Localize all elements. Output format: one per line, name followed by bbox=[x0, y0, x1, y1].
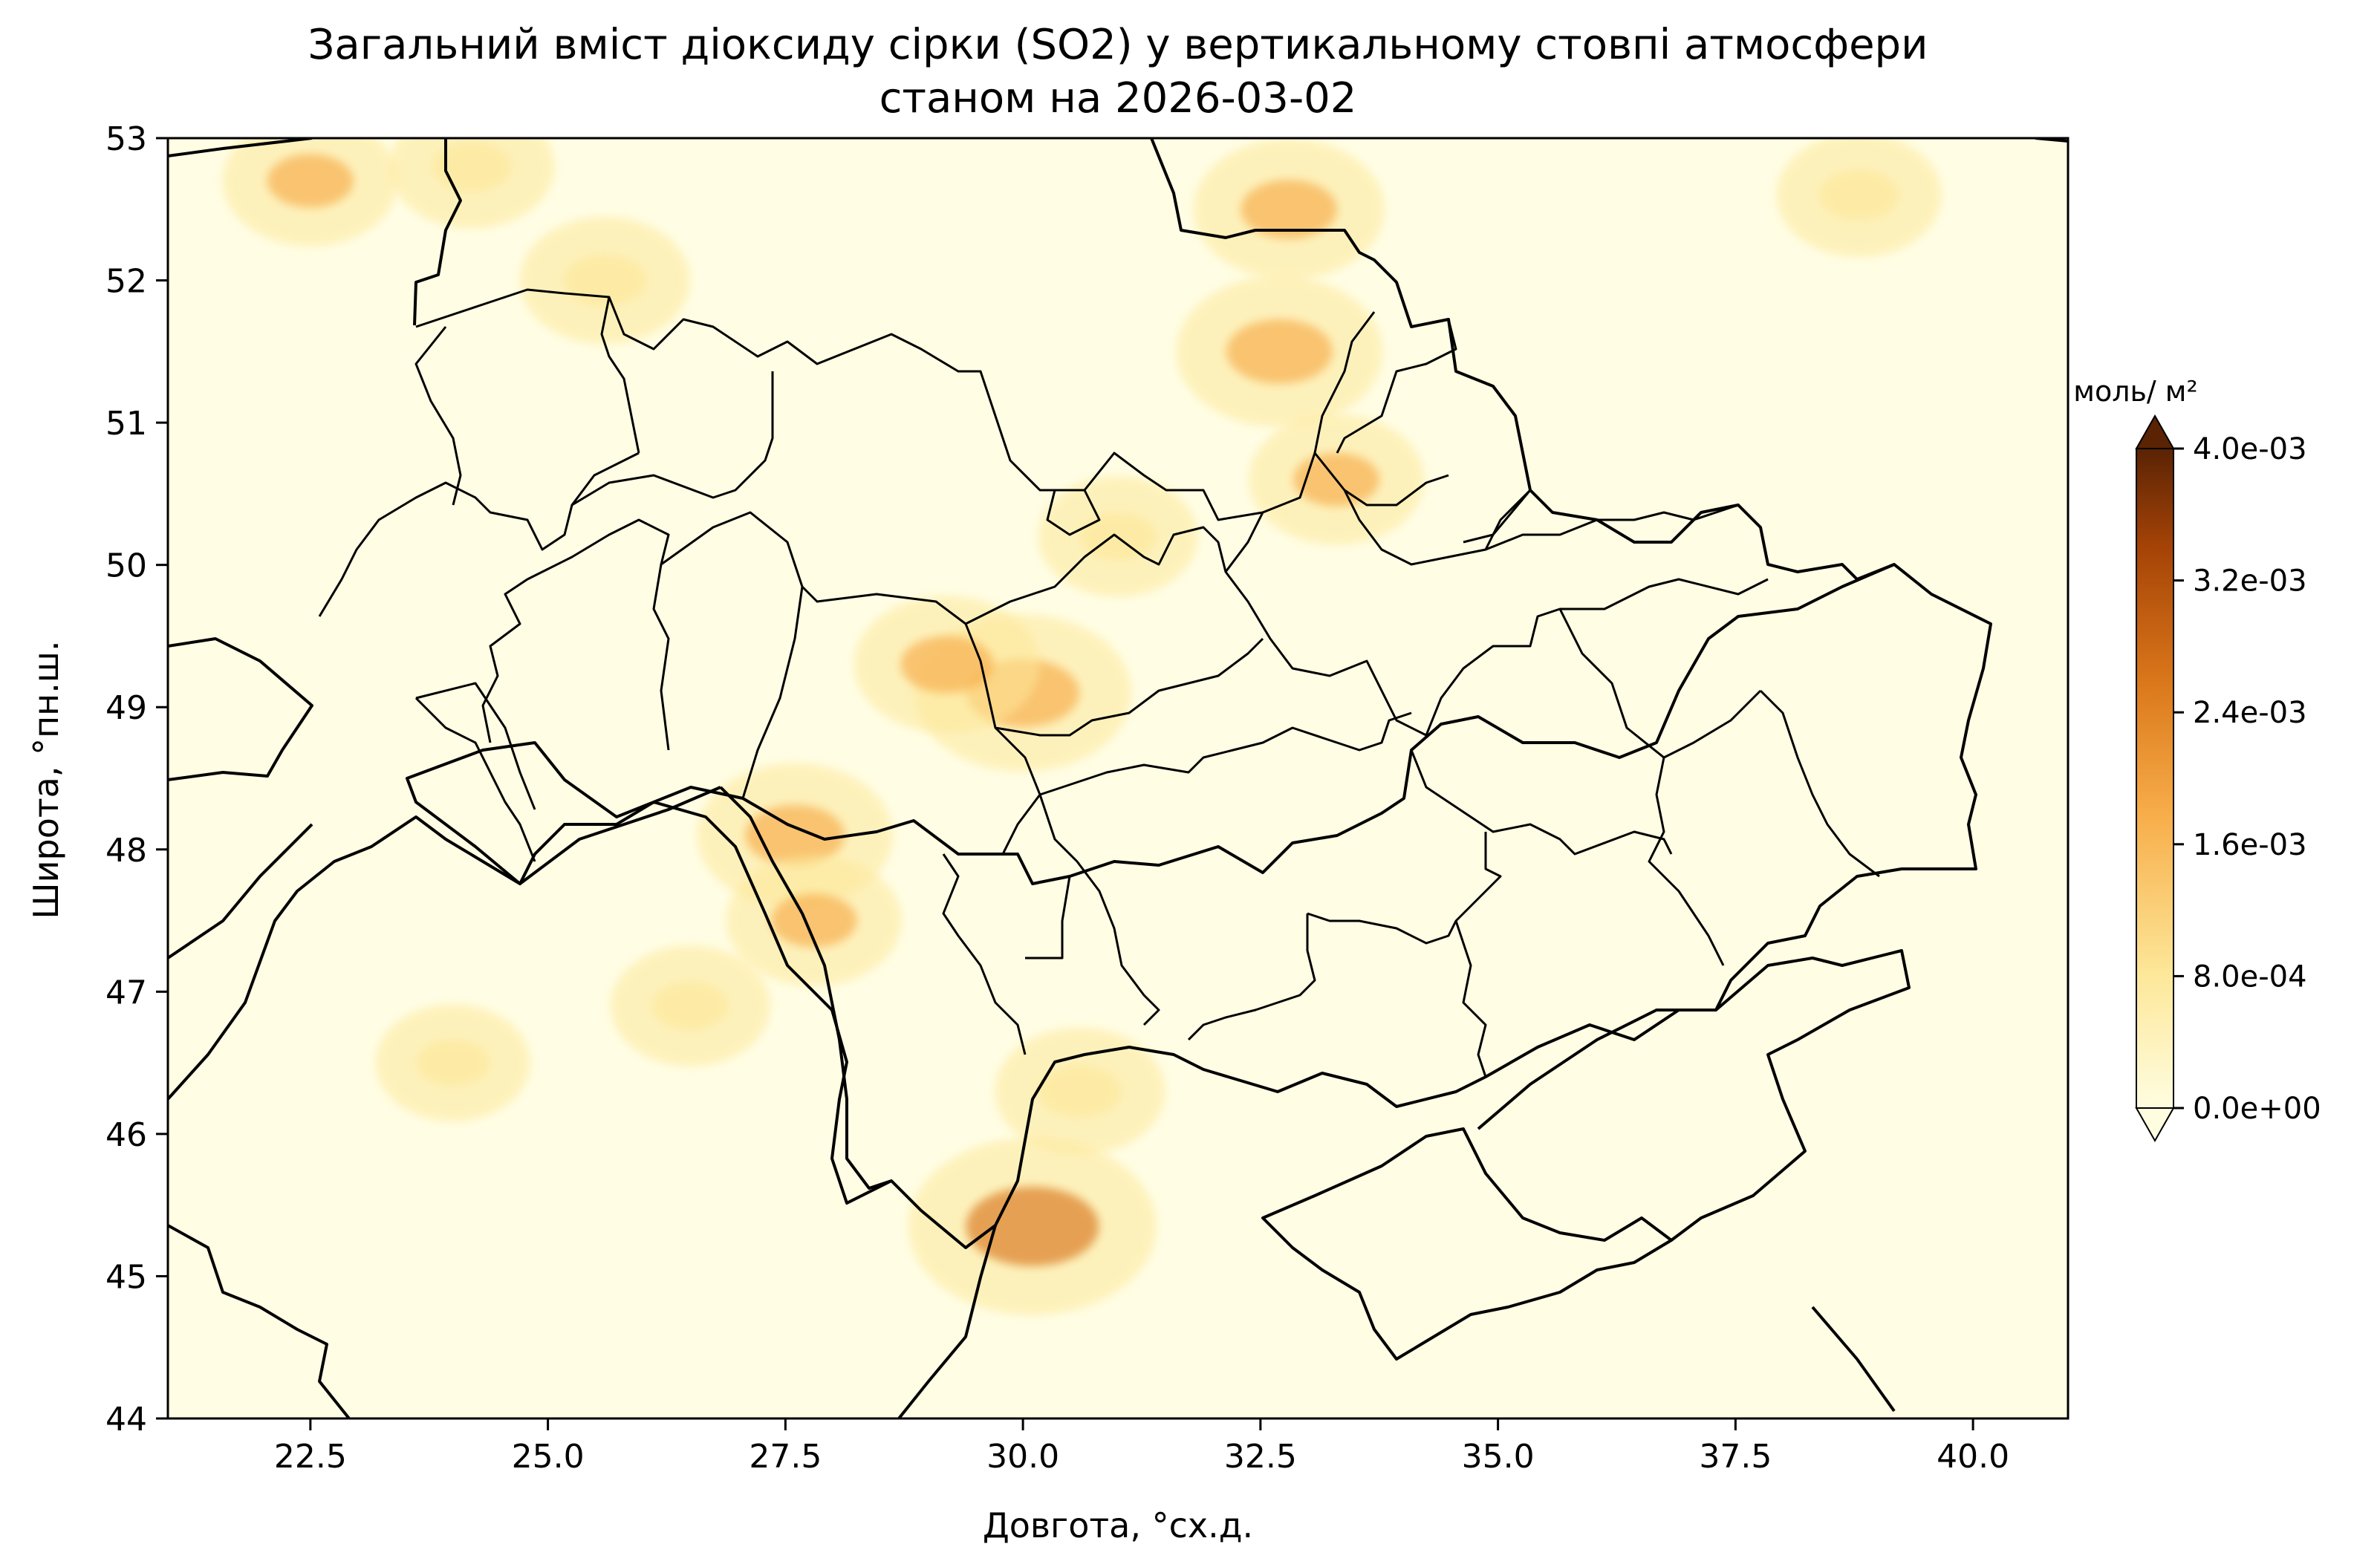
russia-south-coast bbox=[1811, 1306, 1896, 1413]
colorbar-tick-label: 4.0e-03 bbox=[2193, 432, 2307, 466]
so2-hotspot bbox=[1819, 170, 1899, 221]
crimea-outline bbox=[1261, 1127, 1673, 1361]
x-tick-label: 22.5 bbox=[274, 1438, 347, 1476]
black-sea-coast-west bbox=[897, 1225, 997, 1418]
russia-border-north bbox=[1150, 138, 1895, 581]
colorbar-ticks: 0.0e+00 8.0e-04 1.6e-03 2.4e-03 3.2e-03 4.0e-… bbox=[2173, 432, 2321, 1126]
x-tick-label: 27.5 bbox=[749, 1438, 822, 1476]
so2-hotspot bbox=[416, 1040, 490, 1087]
colorbar-tick-label: 0.0e+00 bbox=[2193, 1092, 2321, 1126]
y-tick-label: 50 bbox=[105, 547, 147, 585]
y-tick-label: 49 bbox=[105, 689, 147, 727]
x-tick-label: 25.0 bbox=[512, 1438, 585, 1476]
ukraine-outline bbox=[406, 563, 1992, 1249]
colorbar-tick-label: 1.6e-03 bbox=[2193, 828, 2307, 862]
y-tick-label: 53 bbox=[105, 120, 147, 158]
y-axis-label: Широта, °пн.ш. bbox=[26, 640, 66, 919]
x-tick-label: 30.0 bbox=[986, 1438, 1059, 1476]
x-tick-label: 35.0 bbox=[1462, 1438, 1535, 1476]
so2-hotspot bbox=[1226, 319, 1333, 384]
so2-hotspot bbox=[966, 1186, 1099, 1266]
romania-bulgaria bbox=[168, 1224, 351, 1418]
colorbar-tick-label: 3.2e-03 bbox=[2193, 564, 2307, 599]
so2-hotspot bbox=[652, 982, 729, 1030]
colorbar-body bbox=[2136, 448, 2174, 1109]
x-tick-label: 32.5 bbox=[1224, 1438, 1297, 1476]
so2-hotspot bbox=[745, 804, 845, 866]
y-tick-label: 48 bbox=[105, 832, 147, 870]
colorbar-max-extend bbox=[2135, 414, 2175, 449]
x-axis-label: Довгота, °сх.д. bbox=[983, 1505, 1253, 1545]
chart-title-line1: Загальний вміст діоксиду сірки (SO2) у в… bbox=[308, 21, 1928, 69]
chart-title-line2: станом на 2026-03-02 bbox=[879, 74, 1357, 123]
colorbar-unit-label: моль/ м² bbox=[2073, 375, 2197, 408]
so2-hotspot bbox=[267, 154, 354, 208]
so2-hotspot bbox=[1241, 180, 1337, 239]
azov-coast bbox=[1477, 949, 1911, 1242]
romania-border bbox=[168, 786, 721, 1101]
x-tick-label: 40.0 bbox=[1937, 1438, 2009, 1476]
x-axis: 22.5 25.0 27.5 30.0 32.5 35.0 37.5 40.0 bbox=[274, 1418, 2009, 1476]
y-tick-label: 44 bbox=[105, 1401, 147, 1439]
belarus-border bbox=[413, 138, 462, 326]
so2-hotspot bbox=[770, 893, 857, 948]
so2-hotspot bbox=[563, 254, 647, 307]
hungary-border bbox=[168, 823, 313, 960]
colorbar: 0.0e+00 8.0e-04 1.6e-03 2.4e-03 3.2e-03 4.0e-… bbox=[2073, 375, 2321, 1143]
so2-field bbox=[222, 138, 1942, 1315]
plot-frame bbox=[166, 137, 2070, 1420]
y-tick-label: 46 bbox=[105, 1116, 147, 1154]
so2-hotspot bbox=[900, 636, 994, 694]
top-border-west bbox=[168, 138, 313, 157]
y-tick-label: 47 bbox=[105, 974, 147, 1011]
y-axis: 44 45 46 47 48 49 50 51 52 53 bbox=[105, 120, 168, 1439]
x-tick-label: 37.5 bbox=[1699, 1438, 1772, 1476]
moldova-romania-border bbox=[719, 786, 892, 1190]
country-borders bbox=[168, 138, 2068, 1418]
colorbar-min-extend bbox=[2135, 1107, 2175, 1143]
y-tick-label: 52 bbox=[105, 263, 147, 301]
poland-border bbox=[168, 637, 313, 781]
colorbar-tick-label: 2.4e-03 bbox=[2193, 696, 2307, 730]
y-tick-label: 45 bbox=[105, 1258, 147, 1296]
so2-hotspot bbox=[432, 141, 512, 192]
oblast-borders bbox=[318, 288, 1880, 1078]
y-tick-label: 51 bbox=[105, 405, 147, 443]
colorbar-tick-label: 8.0e-04 bbox=[2193, 960, 2307, 994]
so2-hotspot bbox=[1038, 1065, 1122, 1118]
